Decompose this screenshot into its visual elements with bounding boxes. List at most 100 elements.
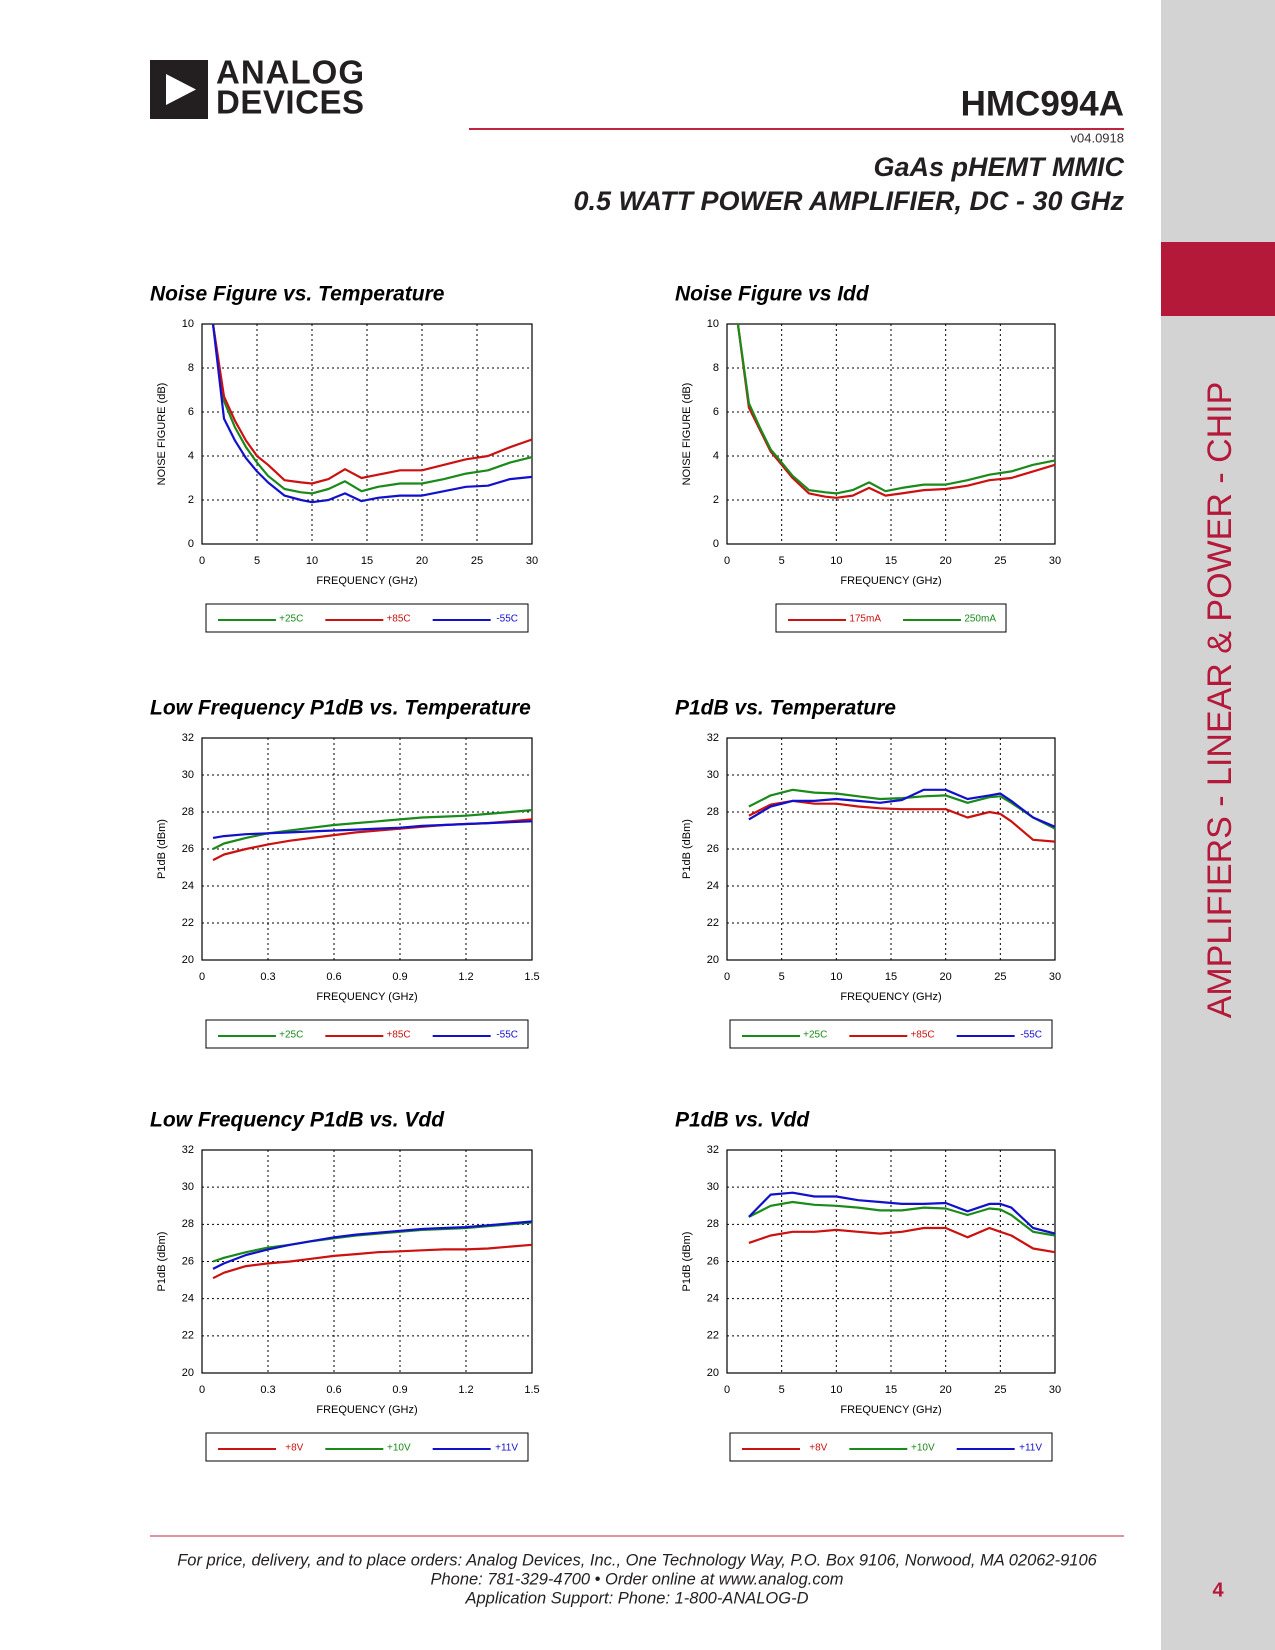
y-tick-label: 20: [182, 1367, 194, 1379]
series-line: [736, 323, 1056, 495]
y-tick-label: 6: [188, 406, 194, 418]
x-tick-label: 1.2: [458, 1384, 473, 1396]
y-tick-label: 24: [707, 880, 719, 892]
y-tick-label: 30: [707, 769, 719, 781]
x-tick-label: 20: [416, 555, 428, 567]
legend-label: 250mA: [964, 614, 996, 625]
chart-title: Low Frequency P1dB vs. Vdd: [150, 1109, 445, 1132]
x-tick-label: 0: [724, 555, 730, 567]
x-tick-label: 0.9: [392, 971, 407, 983]
y-tick-label: 26: [707, 1255, 719, 1267]
series-line: [212, 818, 533, 862]
x-axis-label: FREQUENCY (GHz): [840, 991, 941, 1003]
y-tick-label: 0: [713, 538, 719, 550]
legend-label: 175mA: [849, 614, 881, 625]
x-tick-label: 5: [779, 555, 785, 567]
legend-label: +8V: [285, 1443, 303, 1454]
legend-label: +85C: [386, 1030, 410, 1041]
y-tick-label: 22: [182, 1330, 194, 1342]
series-line: [211, 323, 533, 485]
x-tick-label: 30: [1049, 971, 1061, 983]
x-tick-label: 25: [994, 555, 1006, 567]
x-tick-label: 5: [779, 971, 785, 983]
y-tick-label: 2: [713, 494, 719, 506]
x-tick-label: 25: [471, 555, 483, 567]
part-number: HMC994A: [961, 84, 1124, 123]
series-line: [212, 1220, 533, 1270]
sidebar-tab: [1161, 242, 1275, 316]
x-tick-label: 10: [830, 555, 842, 567]
series-line: [748, 1226, 1056, 1254]
y-tick-label: 28: [182, 806, 194, 818]
legend-label: +11V: [495, 1443, 518, 1454]
series-line: [212, 809, 533, 850]
y-tick-label: 22: [707, 1330, 719, 1342]
x-tick-label: 1.5: [524, 1384, 539, 1396]
y-tick-label: 20: [707, 954, 719, 966]
page-number: 4: [1212, 1579, 1224, 1601]
x-tick-label: 0.9: [392, 1384, 407, 1396]
x-axis-label: FREQUENCY (GHz): [840, 575, 941, 587]
plot-frame: [726, 323, 1056, 545]
y-axis-label: NOISE FIGURE (dB): [681, 383, 693, 486]
x-axis-label: FREQUENCY (GHz): [840, 1404, 941, 1416]
y-tick-label: 30: [182, 1181, 194, 1193]
x-tick-label: 0: [724, 1384, 730, 1396]
x-tick-label: 15: [885, 1384, 897, 1396]
legend-label: +25C: [279, 614, 303, 625]
y-tick-label: 22: [707, 917, 719, 929]
y-tick-label: 28: [707, 806, 719, 818]
logo-triangle: [166, 74, 196, 105]
x-tick-label: 10: [830, 971, 842, 983]
y-tick-label: 8: [713, 362, 719, 374]
legend-label: -55C: [1020, 1030, 1042, 1041]
y-tick-label: 32: [707, 1144, 719, 1156]
x-axis-label: FREQUENCY (GHz): [316, 991, 417, 1003]
chart-title: P1dB vs. Temperature: [675, 697, 896, 720]
series-line: [748, 1200, 1056, 1237]
y-tick-label: 4: [713, 450, 719, 462]
subtitle: 0.5 WATT POWER AMPLIFIER, DC - 30 GHz: [573, 186, 1124, 216]
legend-label: +10V: [387, 1443, 411, 1454]
logo-text: ANALOG: [216, 54, 364, 91]
x-tick-label: 10: [306, 555, 318, 567]
y-tick-label: 28: [182, 1218, 194, 1230]
legend-label: +11V: [1019, 1443, 1042, 1454]
series-line: [212, 1221, 533, 1263]
series-line: [212, 1243, 533, 1280]
y-tick-label: 32: [182, 732, 194, 744]
x-tick-label: 10: [830, 1384, 842, 1396]
series-line: [211, 323, 533, 504]
version: v04.0918: [1071, 130, 1125, 145]
series-line: [736, 323, 1056, 499]
plot-frame: [201, 737, 533, 961]
x-tick-label: 30: [1049, 1384, 1061, 1396]
y-tick-label: 32: [182, 1144, 194, 1156]
chart-title: Noise Figure vs. Temperature: [150, 283, 445, 306]
x-tick-label: 5: [779, 1384, 785, 1396]
y-tick-label: 28: [707, 1218, 719, 1230]
legend-label: +25C: [279, 1030, 303, 1041]
y-tick-label: 26: [182, 1255, 194, 1267]
x-tick-label: 15: [885, 555, 897, 567]
subtitle: GaAs pHEMT MMIC: [873, 152, 1124, 182]
x-tick-label: 0: [199, 1384, 205, 1396]
y-tick-label: 4: [188, 450, 194, 462]
section-label: AMPLIFIERS - LINEAR & POWER - CHIP: [1201, 382, 1239, 1019]
x-tick-label: 1.5: [524, 971, 539, 983]
x-tick-label: 0: [199, 555, 205, 567]
x-axis-label: FREQUENCY (GHz): [316, 575, 417, 587]
y-tick-label: 24: [182, 1293, 194, 1305]
legend-label: -55C: [496, 614, 518, 625]
y-tick-label: 26: [707, 843, 719, 855]
x-tick-label: 0: [724, 971, 730, 983]
y-tick-label: 2: [188, 494, 194, 506]
footer-text: Application Support: Phone: 1-800-ANALOG…: [464, 1589, 808, 1607]
y-tick-label: 22: [182, 917, 194, 929]
footer-text: Phone: 781-329-4700 • Order online at ww…: [430, 1570, 843, 1588]
legend-box: [775, 603, 1007, 633]
logo-text: DEVICES: [216, 84, 364, 121]
legend-box: [205, 1019, 529, 1049]
x-tick-label: 20: [940, 971, 952, 983]
